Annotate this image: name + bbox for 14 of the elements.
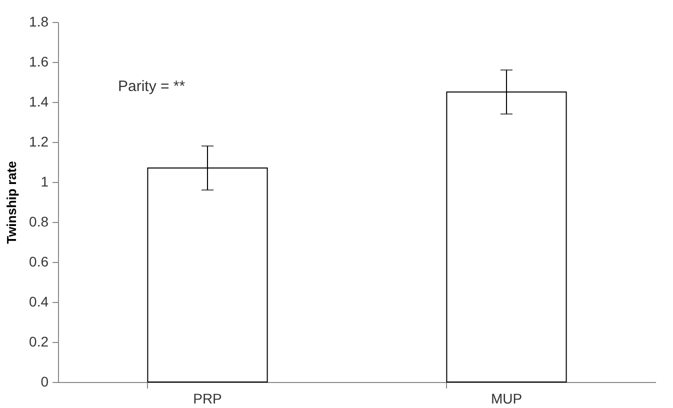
y-tick-label: 0.2	[29, 334, 49, 350]
y-tick-label: 1	[40, 174, 49, 190]
y-tick-label: 0.8	[29, 214, 49, 230]
x-tick-label: MUP	[490, 390, 522, 406]
y-tick-label: 1.6	[29, 54, 49, 70]
y-tick-label: 1.2	[29, 134, 49, 150]
x-tick-label: PRP	[193, 390, 222, 406]
y-tick-label: 1.8	[29, 14, 49, 30]
y-tick-label: 0	[40, 374, 49, 390]
y-tick-label: 0.6	[29, 254, 49, 270]
y-tick-label: 1.4	[29, 94, 49, 110]
y-tick-label: 0.4	[29, 294, 49, 310]
y-axis-title: Twinship rate	[4, 161, 20, 244]
annotation: Parity = **	[118, 78, 186, 95]
